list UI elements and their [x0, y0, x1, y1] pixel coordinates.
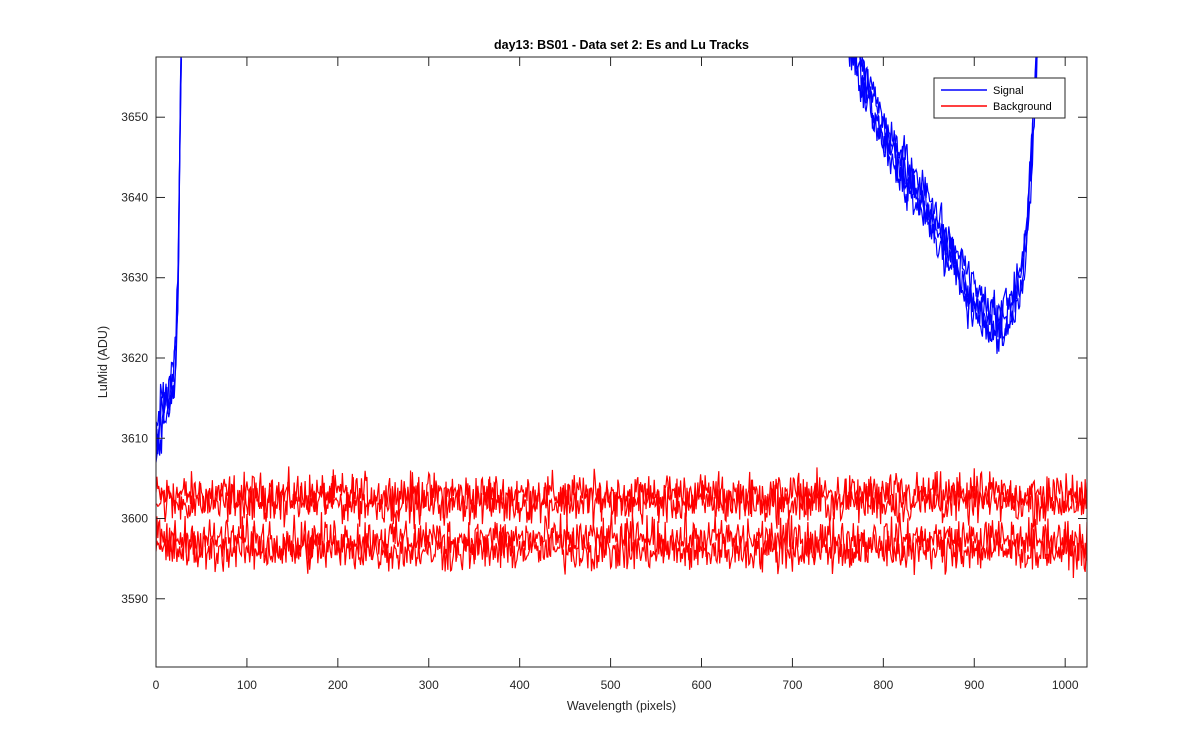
y-tick-label: 3610	[121, 431, 148, 445]
x-tick-label: 300	[419, 678, 439, 692]
series-layer	[156, 57, 1087, 579]
legend-background-label: Background	[993, 101, 1052, 113]
x-tick-label: 400	[510, 678, 530, 692]
signal-trace-1-2	[852, 57, 1037, 334]
chart-title: day13: BS01 - Data set 2: Es and Lu Trac…	[494, 38, 749, 52]
background-trace-0	[156, 466, 1087, 525]
background-trace-1	[156, 475, 1087, 530]
x-tick-label: 600	[691, 678, 711, 692]
y-tick-label: 3590	[121, 592, 148, 606]
x-tick-label: 100	[237, 678, 257, 692]
signal-trace-1-3	[858, 57, 1037, 330]
y-tick-label: 3630	[121, 271, 148, 285]
plot-frame	[155, 56, 1088, 668]
x-axis-label: Wavelength (pixels)	[567, 699, 676, 713]
plot-area	[156, 57, 1087, 667]
legend-box	[933, 77, 1066, 119]
y-tick-label: 3600	[121, 512, 148, 526]
x-tick-label: 0	[153, 678, 160, 692]
x-tick-label: 200	[328, 678, 348, 692]
legend-signal-label: Signal	[993, 85, 1024, 97]
x-tick-label: 700	[782, 678, 802, 692]
x-tick-label: 800	[873, 678, 893, 692]
x-tick-label: 500	[601, 678, 621, 692]
tick-layer: 0 100 200 300 400 500 600 700 800 900 1000 3590 3600…	[121, 57, 1087, 692]
legend: Signal Background	[933, 77, 1066, 119]
y-axis-label: LuMid (ADU)	[96, 326, 110, 398]
signal-trace-0-3	[156, 57, 182, 436]
y-tick-label: 3650	[121, 110, 148, 124]
x-tick-label: 900	[964, 678, 984, 692]
y-tick-label: 3620	[121, 351, 148, 365]
x-tick-label: 1000	[1052, 678, 1079, 692]
background-trace-3	[156, 522, 1087, 579]
y-tick-label: 3640	[121, 190, 148, 204]
